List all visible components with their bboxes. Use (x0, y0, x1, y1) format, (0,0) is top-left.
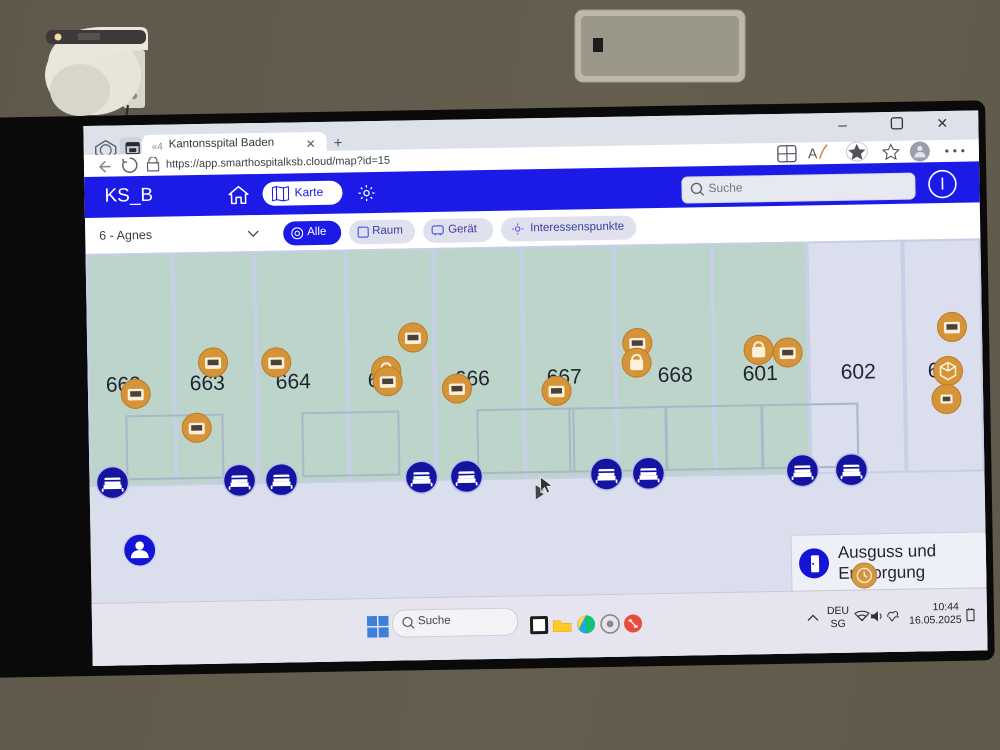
svg-text:A: A (808, 145, 818, 161)
svg-text:–: – (838, 117, 847, 134)
svg-text:✕: ✕ (936, 115, 948, 131)
